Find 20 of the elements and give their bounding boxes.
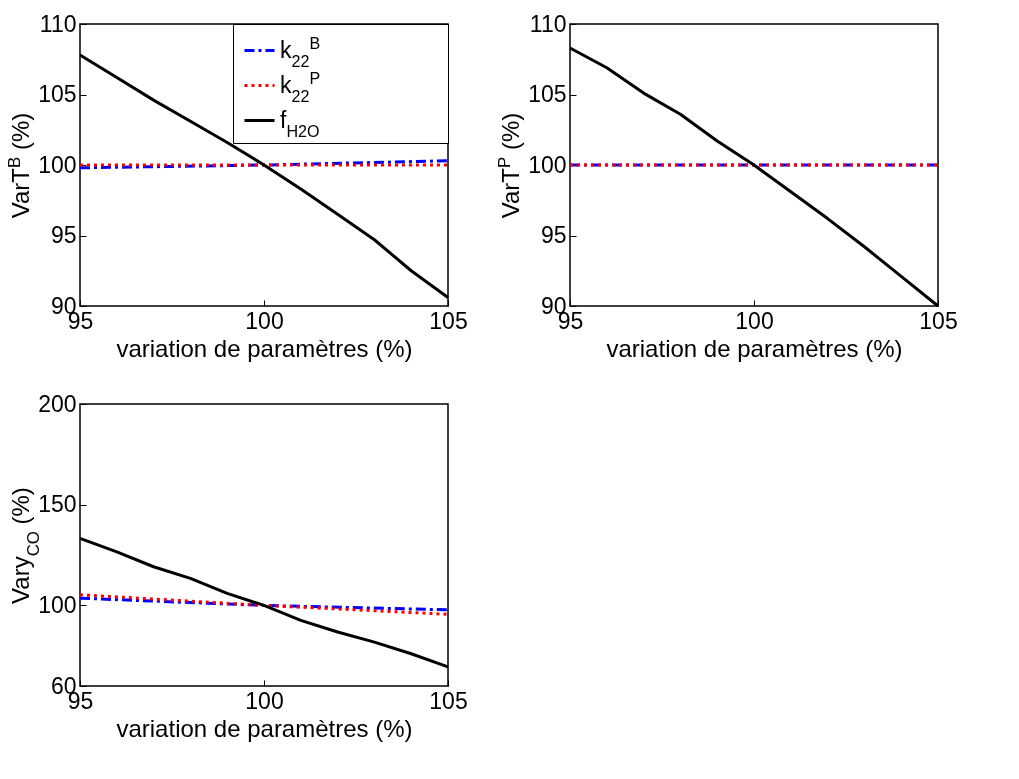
y-tick-label: 110 [529, 10, 567, 37]
x-tick-label: 100 [735, 307, 774, 334]
y-tick-label: 100 [38, 151, 77, 178]
x-tick-label: 105 [429, 307, 468, 334]
y-tick-label: 95 [540, 222, 567, 248]
x-tick-label: 105 [429, 687, 468, 714]
y-tick-label: 95 [50, 222, 77, 248]
x-axis-title: variation de paramètres (%) [116, 334, 413, 362]
x-axis-title: variation de paramètres (%) [116, 714, 413, 742]
legend-label: f$_{H2O}$ [280, 106, 320, 140]
x-tick-label: 105 [919, 307, 958, 334]
y-tick-label: 105 [528, 81, 567, 107]
y-tick-label: 110 [39, 10, 77, 37]
x-tick-label: 100 [245, 307, 284, 334]
y-tick-label: 150 [38, 491, 77, 518]
x-axis-title: variation de paramètres (%) [606, 334, 903, 362]
y-tick-label: 200 [38, 390, 77, 417]
y-tick-label: 100 [528, 151, 567, 178]
y-tick-label: 105 [38, 81, 77, 107]
x-tick-label: 100 [245, 687, 284, 714]
